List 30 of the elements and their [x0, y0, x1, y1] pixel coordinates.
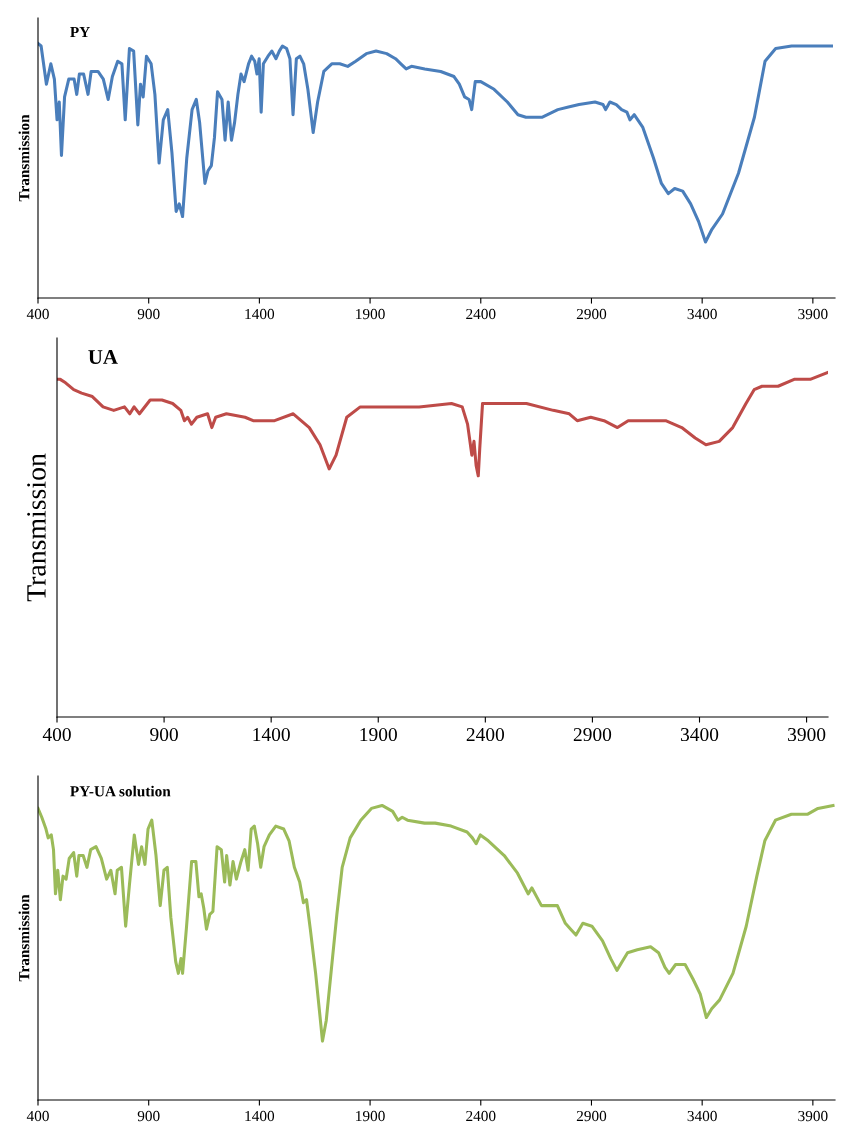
- chart-title: UA: [88, 350, 118, 365]
- x-tick-label: 3900: [798, 308, 828, 320]
- chart-title: PY: [70, 27, 90, 37]
- x-tick-label: 3400: [687, 308, 717, 320]
- y-axis-title: Transmission: [18, 894, 30, 982]
- x-tick-label: 2900: [576, 308, 607, 320]
- x-tick-label: 900: [137, 308, 160, 320]
- x-tick-label: 2400: [466, 1110, 496, 1122]
- x-tick-label: 1900: [356, 1110, 385, 1122]
- x-tick-label: 3900: [788, 727, 826, 742]
- x-tick-label: 1900: [356, 308, 385, 320]
- y-axis-title: Transmission: [27, 453, 46, 602]
- x-tick-label: 3900: [798, 1110, 828, 1122]
- x-tick-label: 3400: [680, 727, 719, 742]
- x-tick-label: 1400: [253, 727, 290, 742]
- x-tick-label: 2400: [466, 308, 496, 320]
- x-tick-label: 400: [42, 727, 71, 742]
- x-tick-label: 2900: [573, 727, 612, 742]
- x-tick-label: 3400: [687, 1110, 717, 1122]
- x-tick-label: 2900: [576, 1110, 607, 1122]
- chart-title: PY-UA solution: [70, 785, 171, 797]
- x-tick-label: 1900: [360, 727, 397, 742]
- x-tick-label: 400: [26, 308, 49, 320]
- y-axis-title: Transmission: [18, 114, 30, 202]
- x-tick-label: 900: [150, 727, 178, 742]
- x-tick-label: 900: [137, 1110, 160, 1122]
- x-tick-label: 2400: [466, 727, 505, 742]
- x-tick-label: 1400: [245, 308, 275, 320]
- x-tick-label: 1400: [245, 1110, 275, 1122]
- x-tick-label: 400: [26, 1110, 49, 1122]
